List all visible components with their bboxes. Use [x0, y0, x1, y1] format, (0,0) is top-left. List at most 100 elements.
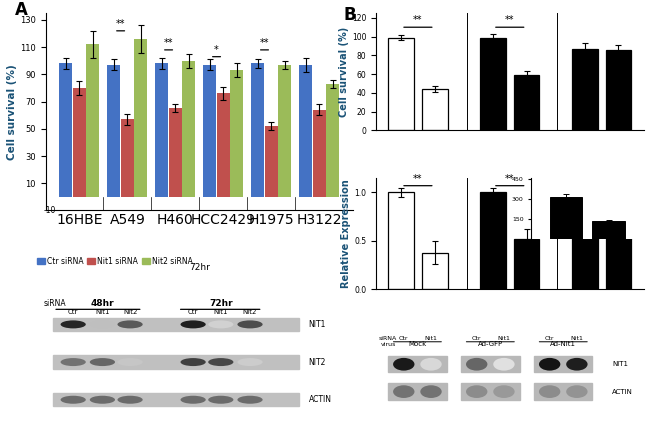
Bar	[461, 356, 519, 372]
Bar	[53, 318, 299, 331]
Ellipse shape	[237, 320, 263, 328]
Ellipse shape	[60, 396, 86, 404]
Text: Ad-GFP: Ad-GFP	[478, 341, 503, 347]
Text: NIT2: NIT2	[309, 357, 326, 367]
Ellipse shape	[208, 396, 233, 404]
Text: -10: -10	[44, 206, 57, 215]
Ellipse shape	[60, 320, 86, 328]
Text: NIT1: NIT1	[309, 320, 326, 329]
Bar	[107, 65, 120, 197]
Bar	[606, 168, 631, 290]
Bar	[135, 39, 148, 197]
Bar	[73, 88, 86, 197]
Text: Ctr: Ctr	[188, 309, 198, 315]
Bar	[155, 64, 168, 197]
Text: ACTIN: ACTIN	[612, 389, 632, 395]
Ellipse shape	[421, 358, 442, 371]
Text: Ctr: Ctr	[472, 336, 482, 341]
Bar	[388, 356, 447, 372]
Ellipse shape	[181, 358, 206, 366]
Bar	[534, 356, 592, 372]
Text: Nit1: Nit1	[214, 309, 228, 315]
Text: B: B	[344, 6, 357, 24]
Bar	[121, 119, 134, 197]
Text: Nit1: Nit1	[571, 336, 583, 341]
Bar	[422, 253, 448, 290]
Text: Mock: Mock	[408, 341, 426, 347]
Bar	[572, 49, 597, 131]
Bar	[461, 383, 519, 400]
Bar	[388, 383, 447, 400]
Ellipse shape	[181, 396, 206, 404]
Bar	[252, 64, 265, 197]
Text: *: *	[214, 45, 219, 55]
Ellipse shape	[90, 320, 115, 328]
Text: **: **	[164, 38, 174, 48]
Bar	[53, 393, 299, 406]
Legend: Ctr siRNA, Nit1 siRNA, Nit2 siRNA: Ctr siRNA, Nit1 siRNA, Nit2 siRNA	[34, 254, 196, 269]
Y-axis label: Relative Expression: Relative Expression	[341, 179, 352, 288]
Ellipse shape	[566, 385, 588, 398]
Ellipse shape	[539, 358, 560, 371]
Bar	[514, 75, 540, 131]
Text: siRNA: siRNA	[44, 299, 66, 307]
Ellipse shape	[539, 385, 560, 398]
Y-axis label: Cell survival (%): Cell survival (%)	[339, 27, 349, 117]
Bar	[278, 65, 291, 197]
Bar	[326, 84, 339, 197]
Ellipse shape	[208, 358, 233, 366]
Ellipse shape	[208, 320, 233, 328]
Text: Nit1: Nit1	[424, 336, 437, 341]
Ellipse shape	[118, 396, 143, 404]
Text: NIT1: NIT1	[612, 361, 628, 367]
Ellipse shape	[181, 320, 206, 328]
Bar	[313, 110, 326, 197]
Text: Nit2: Nit2	[123, 309, 137, 315]
Ellipse shape	[466, 385, 488, 398]
Bar	[265, 126, 278, 197]
Ellipse shape	[90, 396, 115, 404]
Text: Nit1: Nit1	[497, 336, 510, 341]
Text: 48hr: 48hr	[90, 299, 114, 307]
Ellipse shape	[493, 358, 515, 371]
Ellipse shape	[118, 320, 143, 328]
Ellipse shape	[393, 358, 415, 371]
Bar	[480, 192, 506, 290]
Ellipse shape	[493, 385, 515, 398]
Text: Nit1: Nit1	[95, 309, 110, 315]
Bar	[514, 239, 540, 290]
Bar	[53, 356, 299, 369]
Bar	[422, 89, 448, 131]
Bar	[299, 65, 312, 197]
Bar	[60, 64, 72, 197]
Text: A: A	[15, 1, 27, 19]
Text: 72hr: 72hr	[189, 263, 210, 272]
Ellipse shape	[393, 385, 415, 398]
Bar	[534, 383, 592, 400]
Ellipse shape	[118, 358, 143, 366]
Text: 72hr: 72hr	[209, 299, 233, 307]
Text: **: **	[505, 15, 515, 25]
Ellipse shape	[566, 358, 588, 371]
Text: ACTIN: ACTIN	[309, 395, 332, 404]
Bar	[230, 71, 243, 197]
Bar	[606, 50, 631, 131]
Ellipse shape	[90, 358, 115, 366]
Ellipse shape	[60, 358, 86, 366]
Text: **: **	[413, 174, 423, 184]
Ellipse shape	[237, 396, 263, 404]
Text: **: **	[260, 38, 269, 48]
Bar	[217, 93, 229, 197]
Text: virus: virus	[380, 342, 396, 347]
Bar	[388, 192, 414, 290]
Bar	[86, 44, 99, 197]
Text: siRNA: siRNA	[379, 336, 397, 341]
Text: Ctr: Ctr	[68, 309, 79, 315]
Bar	[169, 109, 182, 197]
Text: Ctr: Ctr	[545, 336, 554, 341]
Bar	[480, 38, 506, 131]
Ellipse shape	[466, 358, 488, 371]
Bar	[182, 61, 195, 197]
Y-axis label: Cell survival (%): Cell survival (%)	[7, 64, 17, 160]
Text: **: **	[505, 174, 515, 184]
